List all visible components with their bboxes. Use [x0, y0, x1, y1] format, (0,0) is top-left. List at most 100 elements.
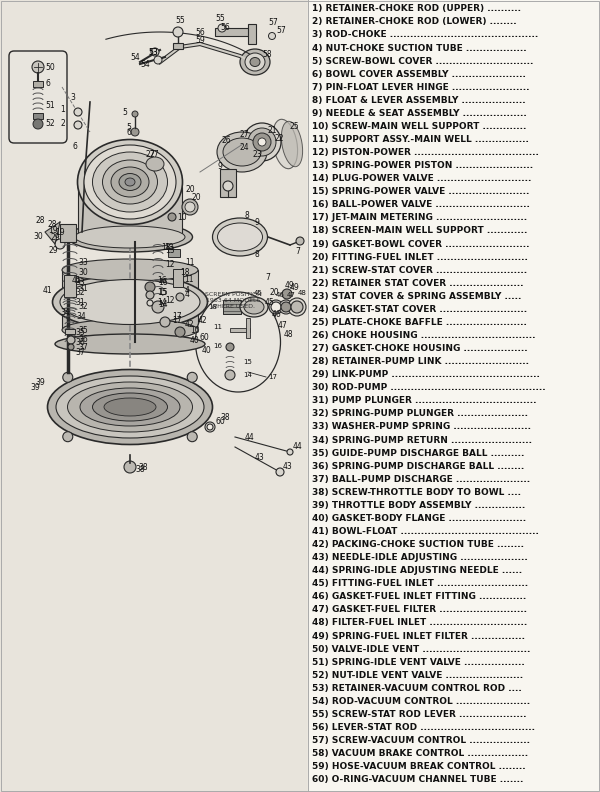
Text: 45: 45	[254, 290, 263, 296]
Circle shape	[276, 468, 284, 476]
Text: 42) PACKING-CHOKE SUCTION TUBE ........: 42) PACKING-CHOKE SUCTION TUBE ........	[312, 540, 524, 549]
Circle shape	[67, 336, 75, 344]
Text: 33) WASHER-PUMP SPRING .......................: 33) WASHER-PUMP SPRING .................…	[312, 422, 531, 432]
Ellipse shape	[125, 178, 135, 186]
Text: 44) SPRING-IDLE ADJUSTING NEEDLE ......: 44) SPRING-IDLE ADJUSTING NEEDLE ......	[312, 566, 522, 575]
Text: 36: 36	[78, 334, 88, 344]
Text: 19: 19	[48, 226, 58, 234]
Text: 16: 16	[158, 277, 167, 287]
Text: 8) FLOAT & LEVER ASSEMBLY ...................: 8) FLOAT & LEVER ASSEMBLY ..............…	[312, 96, 526, 105]
Ellipse shape	[68, 382, 193, 432]
Circle shape	[63, 432, 73, 442]
Bar	[215, 28, 255, 36]
Text: 20: 20	[270, 287, 280, 296]
Text: 27: 27	[240, 130, 250, 139]
Text: 28) RETAINER-PUMP LINK .........................: 28) RETAINER-PUMP LINK .................…	[312, 357, 529, 366]
Bar	[308, 0, 600, 792]
Text: 28: 28	[47, 219, 56, 229]
Text: 1) RETAINER-CHOKE ROD (UPPER) ..........: 1) RETAINER-CHOKE ROD (UPPER) ..........	[312, 4, 521, 13]
Bar	[65, 329, 75, 334]
Text: 30) ROD-PUMP ..............................................: 30) ROD-PUMP ...........................…	[312, 383, 545, 392]
Text: 13: 13	[165, 246, 175, 254]
Text: 20) FITTING-FUEL INLET ...........................: 20) FITTING-FUEL INLET .................…	[312, 253, 528, 261]
Circle shape	[145, 282, 155, 292]
Text: 13) SPRING-POWER PISTON .......................: 13) SPRING-POWER PISTON ................…	[312, 161, 533, 170]
Text: 11: 11	[185, 257, 194, 266]
Text: 12: 12	[165, 260, 175, 268]
Text: 29: 29	[50, 233, 59, 242]
Text: 34: 34	[76, 311, 86, 321]
Ellipse shape	[272, 120, 298, 169]
Text: 8: 8	[245, 211, 250, 219]
Circle shape	[269, 300, 283, 314]
Ellipse shape	[240, 297, 268, 317]
Text: 56: 56	[220, 22, 230, 32]
Text: 6: 6	[126, 128, 131, 136]
Text: 54: 54	[130, 52, 140, 62]
Text: 37) BALL-PUMP DISCHARGE ......................: 37) BALL-PUMP DISCHARGE ................…	[312, 474, 530, 484]
Text: 9: 9	[218, 162, 223, 170]
Text: 22: 22	[275, 134, 284, 143]
Text: 41: 41	[43, 285, 53, 295]
Circle shape	[132, 111, 138, 117]
Bar	[230, 328, 250, 332]
Ellipse shape	[92, 393, 167, 421]
Text: 34) SPRING-PUMP RETURN ........................: 34) SPRING-PUMP RETURN .................…	[312, 436, 532, 444]
Text: 4: 4	[185, 290, 190, 299]
Circle shape	[74, 121, 82, 129]
Circle shape	[291, 301, 303, 313]
Text: 38: 38	[135, 464, 145, 474]
Text: 52) NUT-IDLE VENT VALVE .......................: 52) NUT-IDLE VENT VALVE ................…	[312, 671, 523, 680]
Text: 52: 52	[45, 119, 55, 128]
Text: SCREEN POSITION: SCREEN POSITION	[205, 291, 262, 296]
Bar	[60, 224, 76, 242]
Circle shape	[205, 422, 215, 432]
Text: 55) SCREW-STAT ROD LEVER ....................: 55) SCREW-STAT ROD LEVER ...............…	[312, 710, 527, 719]
Ellipse shape	[212, 218, 268, 256]
Circle shape	[151, 48, 159, 56]
Ellipse shape	[75, 226, 185, 248]
Text: 16) BALL-POWER VALVE ............................: 16) BALL-POWER VALVE ...................…	[312, 200, 530, 209]
Text: 29: 29	[48, 246, 58, 254]
Circle shape	[185, 202, 195, 212]
Bar	[168, 249, 180, 257]
Text: 46: 46	[276, 292, 285, 298]
Text: 40: 40	[202, 345, 212, 355]
Text: 45) FITTING-FUEL INLET ...........................: 45) FITTING-FUEL INLET .................…	[312, 579, 528, 588]
Text: 28: 28	[35, 215, 44, 224]
Text: 51) SPRING-IDLE VENT VALVE ..................: 51) SPRING-IDLE VENT VALVE .............…	[312, 657, 525, 667]
Circle shape	[131, 128, 139, 136]
Circle shape	[226, 343, 234, 351]
Text: 37: 37	[78, 342, 88, 352]
Circle shape	[168, 213, 176, 221]
Text: 55: 55	[215, 13, 225, 22]
Circle shape	[187, 372, 197, 383]
Text: 40: 40	[190, 336, 200, 345]
Text: 6: 6	[45, 78, 50, 87]
Text: 18: 18	[208, 304, 217, 310]
Text: 56) LEVER-STAT ROD ..................................: 56) LEVER-STAT ROD .....................…	[312, 723, 535, 732]
Text: 38: 38	[220, 413, 230, 421]
Text: 35: 35	[75, 328, 85, 337]
Circle shape	[287, 449, 293, 455]
Text: 2: 2	[60, 119, 65, 128]
Text: 17) JET-MAIN METERING ...........................: 17) JET-MAIN METERING ..................…	[312, 213, 527, 223]
Text: 1: 1	[60, 105, 65, 113]
Text: 14: 14	[158, 299, 167, 309]
Text: 35: 35	[78, 326, 88, 334]
Text: 6) BOWL COVER ASSEMBLY ......................: 6) BOWL COVER ASSEMBLY .................…	[312, 70, 526, 78]
Bar	[246, 318, 250, 338]
Text: 15) SPRING-POWER VALVE ........................: 15) SPRING-POWER VALVE .................…	[312, 187, 529, 196]
Circle shape	[282, 289, 292, 299]
Text: 57) SCREW-VACUUM CONTROL ..................: 57) SCREW-VACUUM CONTROL ...............…	[312, 736, 530, 745]
Ellipse shape	[78, 227, 182, 247]
Bar	[0, 0, 308, 792]
Text: 45: 45	[265, 298, 275, 307]
Text: 33: 33	[78, 257, 88, 266]
Ellipse shape	[62, 319, 198, 341]
Text: 12) PISTON-POWER .....................................: 12) PISTON-POWER .......................…	[312, 148, 539, 157]
Text: 14: 14	[243, 372, 252, 378]
Text: 36) SPRING-PUMP DISCHARGE BALL ........: 36) SPRING-PUMP DISCHARGE BALL ........	[312, 462, 524, 470]
Text: 60) O-RING-VACUUM CHANNEL TUBE .......: 60) O-RING-VACUUM CHANNEL TUBE .......	[312, 775, 523, 784]
Ellipse shape	[253, 133, 271, 151]
